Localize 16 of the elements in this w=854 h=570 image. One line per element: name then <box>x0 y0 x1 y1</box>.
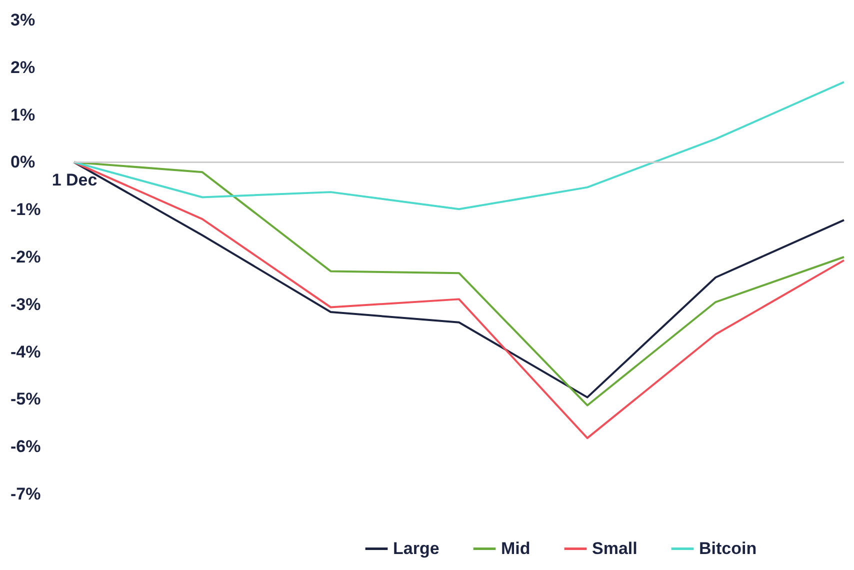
y-tick-label: 0% <box>10 152 36 172</box>
legend-label: Mid <box>501 538 530 558</box>
legend-label: Large <box>393 538 440 558</box>
y-tick-label: 3% <box>10 10 36 30</box>
y-tick-label: -4% <box>10 342 41 362</box>
y-tick-label: 1% <box>10 105 36 124</box>
legend-label: Bitcoin <box>699 538 757 558</box>
y-tick-label: -7% <box>10 484 41 504</box>
y-tick-label: -5% <box>10 390 41 409</box>
y-tick-label: -1% <box>10 200 41 220</box>
y-tick-label: 2% <box>10 58 36 77</box>
legend-label: Small <box>592 538 638 558</box>
y-tick-label: -2% <box>10 248 41 266</box>
x-tick-label: 1 Dec <box>52 170 98 190</box>
y-tick-label: -3% <box>10 294 41 314</box>
y-tick-label: -6% <box>10 437 41 456</box>
